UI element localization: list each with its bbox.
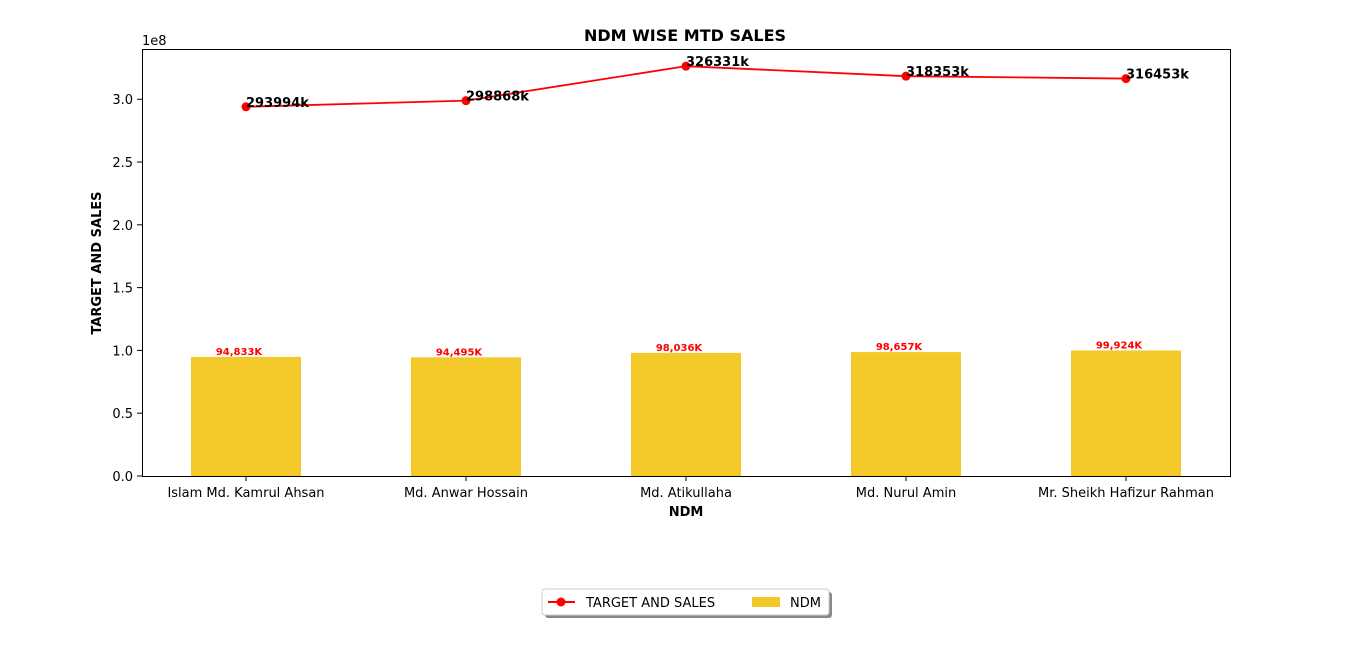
- line-point: [1121, 74, 1131, 84]
- y-offset-label: 1e8: [142, 34, 167, 49]
- bar-label: 94,833K: [216, 347, 264, 358]
- x-tick-label: Mr. Sheikh Hafizur Rahman: [1038, 486, 1214, 501]
- line-point: [901, 71, 911, 81]
- bar-label: 99,924K: [1096, 341, 1144, 352]
- plot-frame: [142, 49, 1231, 477]
- bar-label: 94,495K: [436, 347, 484, 358]
- y-tick-label: 2.0: [112, 219, 133, 234]
- line-point-label: 293994k: [246, 96, 309, 111]
- x-tick-label: Md. Nurul Amin: [856, 486, 956, 501]
- bar: [631, 352, 741, 476]
- legend-line-dot: [556, 597, 566, 607]
- y-tick-label: 3.0: [112, 93, 133, 108]
- y-tick-label: 0.0: [112, 470, 133, 485]
- line-series: [245, 65, 1127, 108]
- legend-box: [541, 588, 830, 616]
- y-axis-label: TARGET AND SALES: [90, 191, 105, 334]
- line-point: [241, 102, 251, 112]
- x-tick-label: Md. Anwar Hossain: [404, 486, 528, 501]
- bar: [411, 357, 521, 476]
- bar: [851, 352, 961, 476]
- legend-line-label: TARGET AND SALES: [585, 596, 715, 611]
- y-tick-label: 2.5: [112, 156, 133, 171]
- legend: TARGET AND SALES NDM: [541, 588, 832, 618]
- line-point: [681, 61, 691, 71]
- x-axis-label: NDM: [669, 505, 704, 520]
- bar: [1071, 350, 1181, 476]
- line-point-label: 298868k: [466, 90, 529, 105]
- y-tick-label: 0.5: [112, 407, 133, 422]
- x-tick-label: Md. Atikullaha: [640, 486, 732, 501]
- line-point-label: 316453k: [1126, 68, 1189, 83]
- line-point: [461, 96, 471, 106]
- bar-label: 98,036K: [656, 343, 704, 354]
- chart-title: NDM WISE MTD SALES: [584, 26, 786, 45]
- legend-bar-swatch: [752, 597, 780, 607]
- x-tick-label: Islam Md. Kamrul Ahsan: [167, 486, 324, 501]
- legend-bar-label: NDM: [790, 596, 821, 611]
- line-point-label: 326331k: [686, 55, 749, 70]
- line-point-label: 318353k: [906, 65, 969, 80]
- y-tick-label: 1.5: [112, 282, 133, 297]
- bar-label: 98,657K: [876, 342, 924, 353]
- bar: [191, 356, 301, 476]
- y-tick-label: 1.0: [112, 344, 133, 359]
